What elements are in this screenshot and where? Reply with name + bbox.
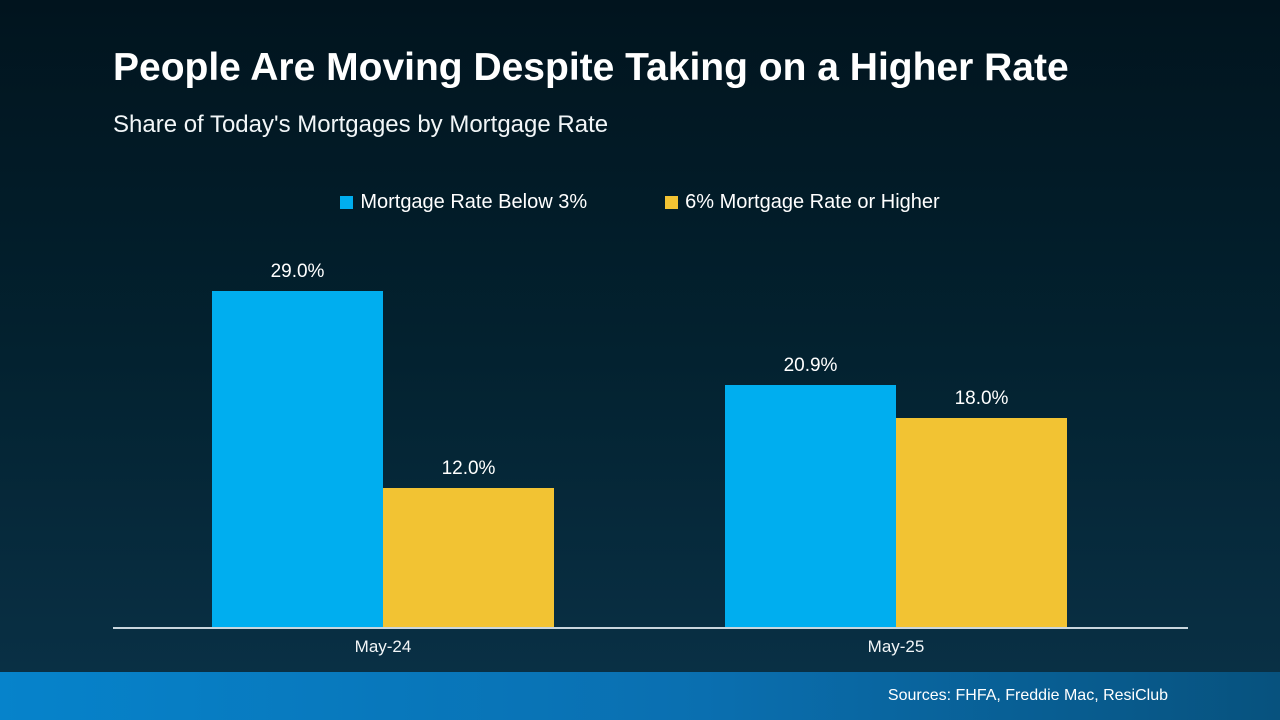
x-axis-label-may-24: May-24 bbox=[354, 637, 412, 656]
legend-swatch-blue-icon bbox=[340, 196, 354, 209]
legend: Mortgage Rate Below 3% 6% Mortgage Rate … bbox=[0, 191, 1280, 214]
sources-text: Sources: FHFA, Freddie Mac, ResiClub bbox=[887, 687, 1168, 704]
legend-item-6-percent-or-higher: 6% Mortgage Rate or Higher bbox=[665, 191, 940, 214]
page-subtitle: Share of Today's Mortgages by Mortgage R… bbox=[113, 111, 609, 138]
legend-swatch-yellow-icon bbox=[665, 196, 679, 209]
bar-mortgage-rate-below-3-may-24 bbox=[212, 291, 383, 627]
page-title: People Are Moving Despite Taking on a Hi… bbox=[113, 46, 1069, 89]
legend-label: 6% Mortgage Rate or Higher bbox=[685, 191, 940, 213]
bar-value-label: 29.0% bbox=[270, 261, 325, 282]
bar-value-label: 18.0% bbox=[954, 388, 1009, 409]
legend-label: Mortgage Rate Below 3% bbox=[360, 191, 588, 213]
bar-value-label: 12.0% bbox=[441, 458, 496, 479]
bar-6-mortgage-rate-or-higher-may-24 bbox=[383, 488, 554, 627]
footer-bar: Sources: FHFA, Freddie Mac, ResiClub bbox=[0, 672, 1280, 720]
bar-value-label: 20.9% bbox=[783, 355, 838, 376]
plot-area: 29.0% 20.9% 12.0% 18.0% May-24 May-25 bbox=[113, 240, 1188, 656]
bar-mortgage-rate-below-3-may-25 bbox=[725, 385, 896, 627]
bar-6-mortgage-rate-or-higher-may-25 bbox=[896, 418, 1067, 627]
legend-item-below-3-percent: Mortgage Rate Below 3% bbox=[340, 191, 587, 214]
x-axis-label-may-25: May-25 bbox=[867, 637, 925, 656]
